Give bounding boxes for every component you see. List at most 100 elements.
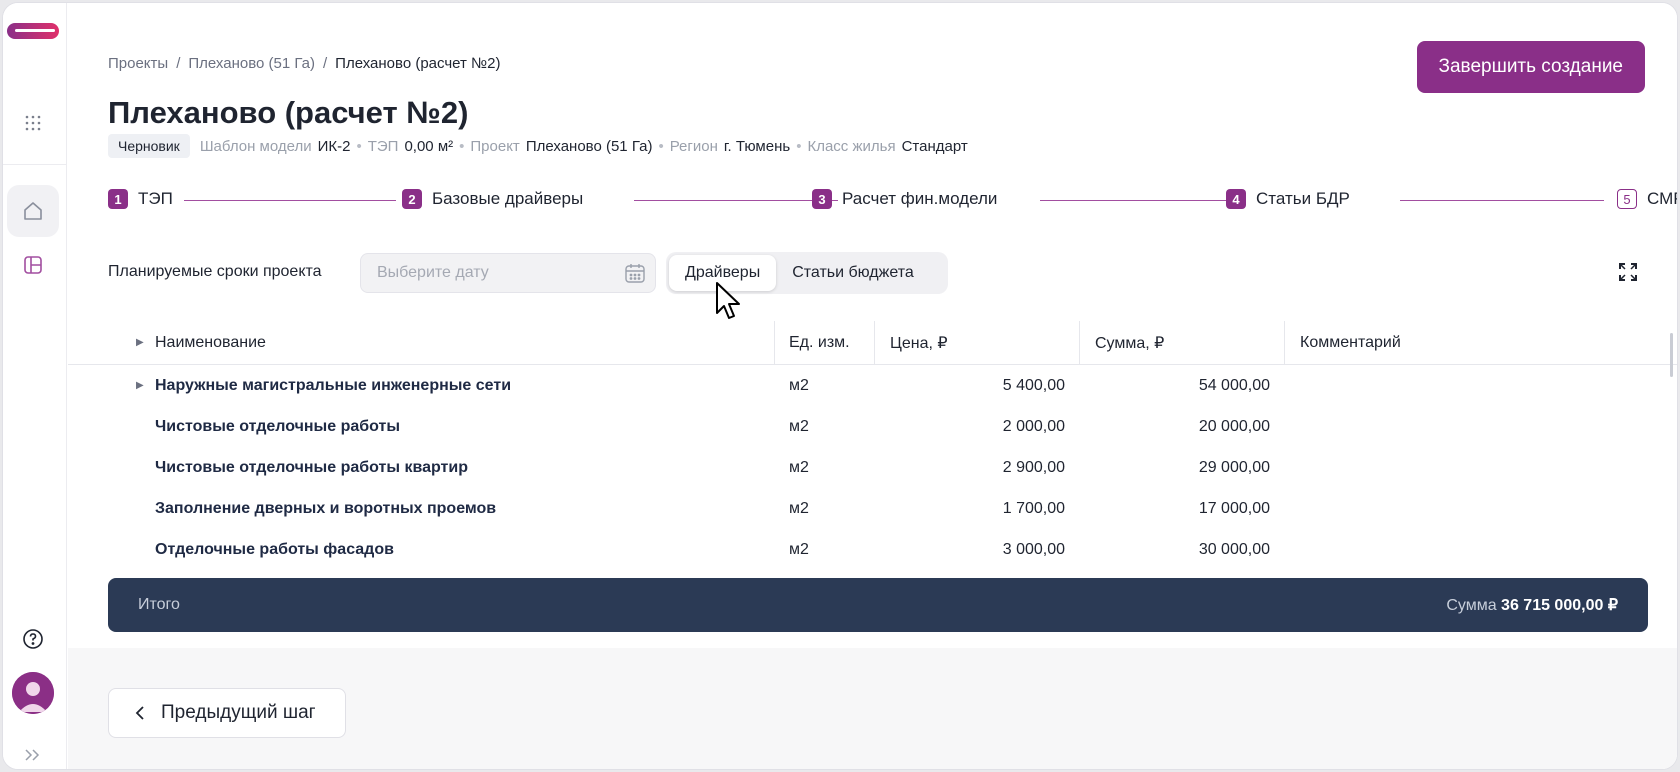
avatar[interactable] [12,672,54,714]
step-number: 3 [812,189,832,209]
meta-separator: • [459,137,465,155]
row-sum: 17 000,00 [1198,499,1270,517]
row-price[interactable]: 3 000,00 [1002,540,1065,558]
expand-sidebar-icon[interactable] [7,743,59,767]
date-input[interactable] [360,253,656,293]
dashboard-icon[interactable] [7,239,59,291]
step-label: ТЭП [138,189,173,208]
mouse-cursor-icon [716,282,740,319]
project-value: Плеханово (51 Га) [525,137,653,155]
total-label: Итого [138,596,180,613]
finish-creation-button[interactable]: Завершить создание [1416,41,1645,93]
expand-row-icon[interactable]: ▶ [136,380,144,391]
drivers-table: ▶ Наименование Ед. изм. Цена, ₽ Сумма, ₽… [68,321,1677,570]
column-comment[interactable]: Комментарий [1284,321,1677,364]
fullscreen-icon[interactable] [1619,263,1637,281]
region-value: г. Тюмень [723,137,791,155]
row-price[interactable]: 5 400,00 [1002,376,1065,394]
row-sum: 54 000,00 [1198,376,1270,394]
row-name: Чистовые отделочные работы [155,417,400,435]
step-number: 2 [402,189,422,209]
row-name: Чистовые отделочные работы квартир [155,458,468,476]
step-3[interactable]: 3 Расчет фин.модели [812,189,997,209]
column-sum[interactable]: Сумма, ₽ [1079,321,1284,364]
row-name: Наружные магистральные инженерные сети [155,376,512,394]
project-terms-label: Планируемые сроки проекта [108,263,322,280]
row-sum: 30 000,00 [1198,540,1270,558]
step-label: Расчет фин.модели [842,189,998,208]
step-label: Статьи БДР [1256,189,1350,208]
template-label: Шаблон модели [199,137,312,155]
stepper: 1 ТЭП 2 Базовые драйверы 3 Расчет фин.мо… [108,189,1677,213]
table-row[interactable]: Отделочные работы фасадов м2 3 000,00 30… [68,529,1677,570]
step-connector [1040,200,1244,201]
project-meta: Черновик Шаблон модели ИК-2 • ТЭП 0,00 м… [108,134,968,158]
table-row[interactable]: Чистовые отделочные работы квартир м2 2 … [68,447,1677,488]
table-row[interactable]: Чистовые отделочные работы м2 2 000,00 2… [68,406,1677,447]
help-icon[interactable] [7,613,59,665]
class-label: Класс жилья [807,137,896,155]
template-value: ИК-2 [317,137,351,155]
column-name[interactable]: Наименование [155,333,266,351]
step-4[interactable]: 4 Статьи БДР [1226,189,1350,209]
breadcrumb-project[interactable]: Плеханово (51 Га) [188,55,315,72]
chevron-left-icon [135,706,144,720]
class-value: Стандарт [901,137,968,155]
status-badge: Черновик [108,134,190,158]
total-sum-label: Сумма [1446,597,1502,614]
step-connector [634,200,838,201]
row-price[interactable]: 1 700,00 [1002,499,1065,517]
tep-value: 0,00 м² [404,137,454,155]
column-unit[interactable]: Ед. изм. [774,321,874,364]
logo-icon[interactable] [7,21,59,41]
tep-label: ТЭП [367,137,399,155]
row-price[interactable]: 2 000,00 [1002,417,1065,435]
column-price[interactable]: Цена, ₽ [874,321,1079,364]
previous-step-button[interactable]: Предыдущий шаг [108,688,346,738]
step-number: 1 [108,189,128,209]
view-switch: Драйверы Статьи бюджета [666,252,948,294]
table-row[interactable]: Заполнение дверных и воротных проемов м2… [68,488,1677,529]
row-sum: 29 000,00 [1198,458,1270,476]
row-unit: м2 [789,540,809,558]
row-unit: м2 [789,376,809,394]
region-label: Регион [669,137,718,155]
row-sum: 20 000,00 [1198,417,1270,435]
step-number: 5 [1617,189,1637,209]
row-name: Отделочные работы фасадов [155,540,394,558]
step-label: Базовые драйверы [432,189,584,208]
breadcrumb: Проекты / Плеханово (51 Га) / Плеханово … [108,55,500,72]
row-unit: м2 [789,417,809,435]
total-sum: Сумма 36 715 000,00 ₽ [1446,595,1618,615]
total-sum-value: 36 715 000,00 ₽ [1501,597,1618,614]
sidebar-divider [3,164,67,165]
tab-budget-items[interactable]: Статьи бюджета [792,264,914,281]
step-1[interactable]: 1 ТЭП [108,189,173,209]
step-connector [184,200,396,201]
meta-separator: • [658,137,664,155]
breadcrumb-separator: / [323,55,328,72]
total-bar: Итого Сумма 36 715 000,00 ₽ [108,578,1648,632]
step-label: СМР [1647,189,1677,208]
calendar-icon[interactable] [624,262,646,284]
table-row[interactable]: ▶ Наружные магистральные инженерные сети… [68,365,1677,406]
breadcrumb-projects[interactable]: Проекты [108,55,169,72]
row-price[interactable]: 2 900,00 [1002,458,1065,476]
apps-grid-icon[interactable] [7,97,59,149]
sidebar [3,3,67,769]
project-label: Проект [470,137,520,155]
tab-drivers[interactable]: Драйверы [669,255,777,291]
step-2[interactable]: 2 Базовые драйверы [402,189,583,209]
home-icon[interactable] [7,185,59,237]
step-number: 4 [1226,189,1246,209]
expand-all-icon[interactable]: ▶ [136,337,144,348]
table-header: ▶ Наименование Ед. изм. Цена, ₽ Сумма, ₽… [68,321,1677,365]
table-scrollbar[interactable] [1670,333,1673,377]
row-name: Заполнение дверных и воротных проемов [155,499,497,517]
footer: Предыдущий шаг [68,648,1677,769]
row-unit: м2 [789,458,809,476]
step-5[interactable]: 5 СМР [1617,189,1677,209]
main-content: Проекты / Плеханово (51 Га) / Плеханово … [68,3,1677,769]
breadcrumb-current: Плеханово (расчет №2) [335,55,501,72]
